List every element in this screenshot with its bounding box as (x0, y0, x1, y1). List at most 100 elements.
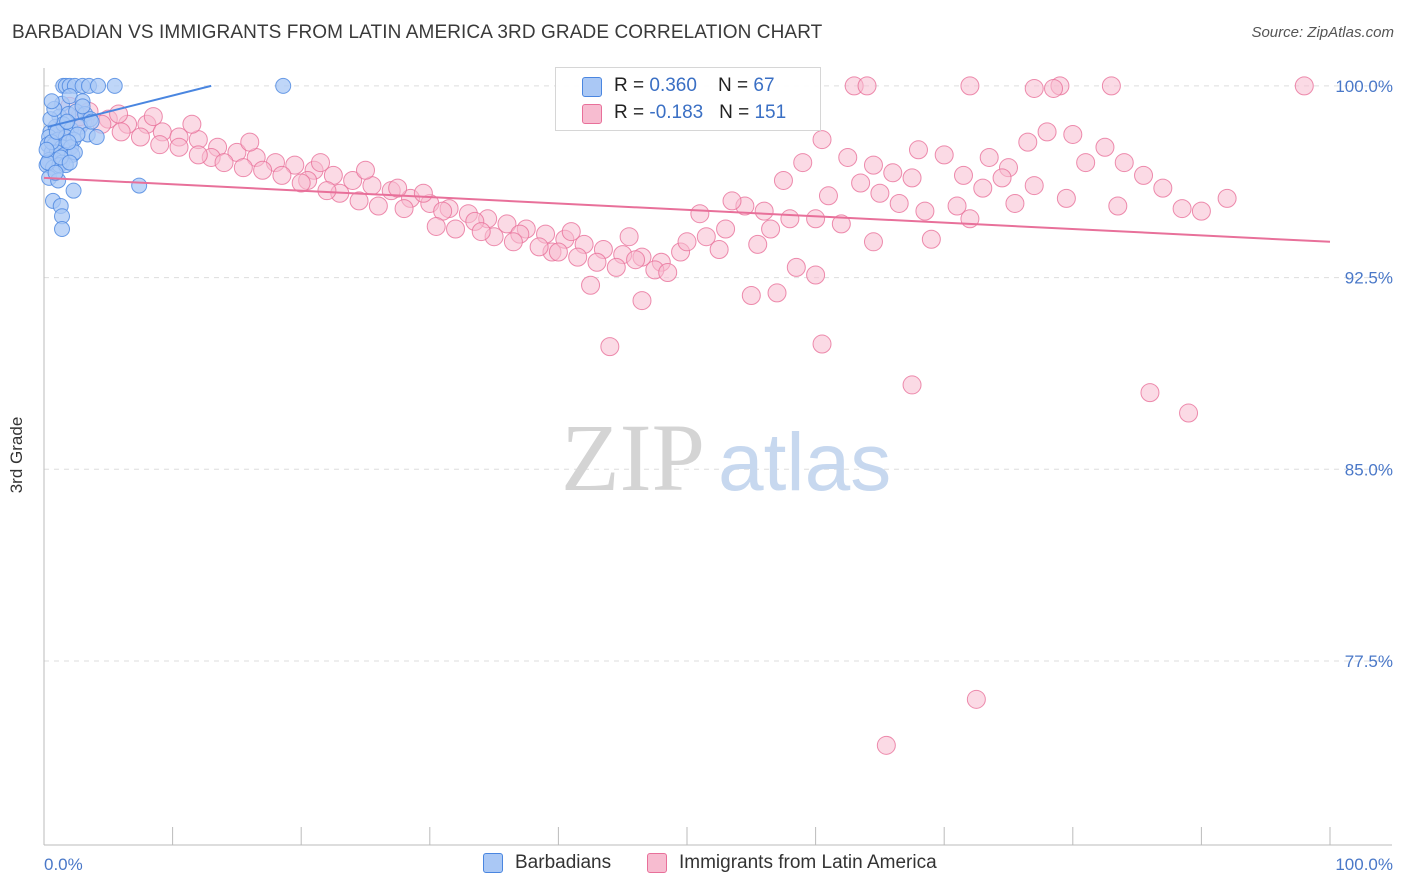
latin-america-point (1018, 132, 1038, 152)
latin-america-point (786, 257, 806, 277)
latin-america-point (812, 130, 832, 150)
latin-america-point (413, 183, 433, 203)
barbadian-point (74, 98, 91, 115)
latin-america-point (876, 735, 896, 755)
latin-america-point (915, 201, 935, 221)
x-tick-label: 100.0% (1335, 855, 1393, 874)
legend-swatch-pink (582, 104, 602, 124)
latin-america-point (902, 168, 922, 188)
latin-america-point (1101, 76, 1121, 96)
latin-america-point (722, 191, 742, 211)
latin-america-point (1134, 165, 1154, 185)
latin-america-point (497, 214, 517, 234)
latin-america-point (1191, 201, 1211, 221)
latin-america-point (1153, 178, 1173, 198)
latin-america-point (690, 204, 710, 224)
latin-america-point (568, 247, 588, 267)
legend-swatch-pink (647, 853, 667, 873)
latin-america-point (349, 191, 369, 211)
barbadian-point (47, 164, 64, 181)
barbadian-point (65, 182, 82, 199)
latin-america-point (934, 145, 954, 165)
latin-america-point (812, 334, 832, 354)
latin-america-point (253, 160, 273, 180)
series-latin-america-points (53, 76, 1314, 755)
latin-america-point (169, 137, 189, 157)
latin-america-point (908, 140, 928, 160)
legend-r-value: 0.360 (649, 75, 697, 96)
gridlines (44, 85, 1392, 662)
latin-america-point (394, 199, 414, 219)
latin-america-point (851, 173, 871, 193)
barbadian-point (131, 177, 148, 194)
axes (43, 68, 1392, 846)
latin-america-point (111, 122, 131, 142)
series-barbadians-points (38, 77, 292, 238)
latin-america-point (818, 186, 838, 206)
barbadian-point (61, 154, 78, 171)
latin-america-point (388, 178, 408, 198)
latin-america-point (1024, 176, 1044, 196)
chart-source: Source: ZipAtlas.com (1251, 24, 1394, 41)
latin-america-point (1179, 403, 1199, 423)
legend-n-label: N = (718, 75, 754, 96)
series-legend: Barbadians Immigrants from Latin America (0, 852, 1406, 878)
latin-america-point (1108, 196, 1128, 216)
barbadian-point (275, 77, 292, 94)
chart-title: BARBADIAN VS IMMIGRANTS FROM LATIN AMERI… (12, 22, 823, 43)
latin-america-point (240, 132, 260, 152)
barbadian-point (106, 77, 123, 94)
legend-r-label: R = (614, 75, 650, 96)
latin-america-point (780, 209, 800, 229)
latin-america-point (1076, 153, 1096, 173)
latin-america-point (960, 76, 980, 96)
legend-n-value: 67 (753, 75, 775, 96)
latin-america-point (696, 227, 716, 247)
latin-america-point (1217, 188, 1237, 208)
latin-america-point (857, 76, 877, 96)
barbadian-point (88, 129, 105, 146)
latin-america-point (973, 178, 993, 198)
barbadian-point (38, 141, 55, 158)
latin-america-point (632, 291, 652, 311)
latin-america-point (581, 275, 601, 295)
barbadian-point (90, 77, 107, 94)
latin-america-point (741, 285, 761, 305)
legend-swatch-blue (483, 853, 503, 873)
latin-america-point (748, 234, 768, 254)
y-tick-label: 100.0% (1335, 77, 1393, 96)
latin-america-point (992, 168, 1012, 188)
latin-america-point (188, 145, 208, 165)
latin-america-point (677, 232, 697, 252)
watermark-atlas: atlas (718, 417, 891, 508)
latin-america-point (285, 155, 305, 175)
latin-america-point (953, 165, 973, 185)
latin-america-point (883, 163, 903, 183)
latin-america-point (1140, 383, 1160, 403)
y-tick-label: 85.0% (1345, 460, 1393, 479)
latin-america-point (471, 222, 491, 242)
y-tick-label: 77.5% (1345, 652, 1393, 671)
latin-america-point (838, 147, 858, 167)
latin-america-point (863, 232, 883, 252)
barbadian-point (54, 221, 71, 238)
latin-america-point (548, 242, 568, 262)
latin-america-point (1114, 153, 1134, 173)
latin-america-point (606, 257, 626, 277)
latin-america-point (870, 183, 890, 203)
latin-america-point (503, 232, 523, 252)
latin-america-point (291, 173, 311, 193)
latin-america-point (446, 219, 466, 239)
legend-label-barbadians: Barbadians (515, 852, 612, 873)
latin-america-point (1024, 78, 1044, 98)
legend-n-value: 151 (754, 102, 787, 123)
latin-america-point (863, 155, 883, 175)
latin-america-point (754, 201, 774, 221)
latin-america-point (966, 689, 986, 709)
barbadian-point (83, 113, 100, 130)
latin-america-point (600, 337, 620, 357)
latin-america-point (1172, 199, 1192, 219)
latin-america-point (921, 229, 941, 249)
latin-america-point (947, 196, 967, 216)
